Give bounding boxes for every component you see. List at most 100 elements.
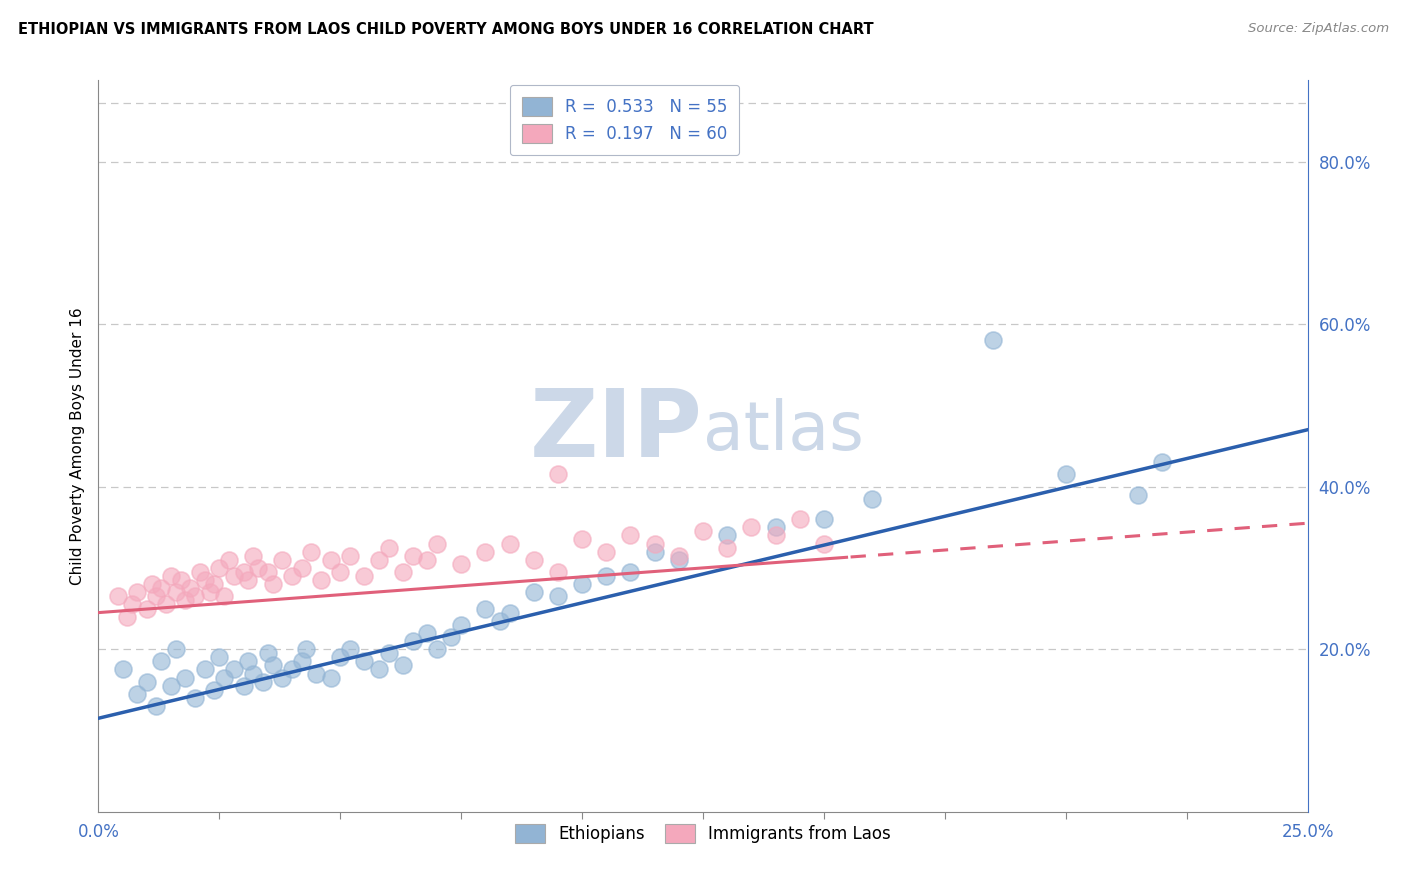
Text: Source: ZipAtlas.com: Source: ZipAtlas.com — [1249, 22, 1389, 36]
Point — [1054, 467, 1077, 482]
Point — [107, 590, 129, 604]
Point — [174, 593, 197, 607]
Point — [1152, 455, 1174, 469]
Point — [127, 585, 149, 599]
Point — [145, 699, 167, 714]
Point — [299, 544, 322, 558]
Point — [353, 569, 375, 583]
Point — [547, 467, 569, 482]
Point — [339, 642, 361, 657]
Point — [644, 544, 666, 558]
Point — [135, 601, 157, 615]
Point — [644, 536, 666, 550]
Point — [262, 658, 284, 673]
Point — [716, 528, 738, 542]
Point — [547, 565, 569, 579]
Point — [329, 565, 352, 579]
Point — [716, 541, 738, 555]
Point — [174, 671, 197, 685]
Point — [232, 565, 254, 579]
Point — [271, 553, 294, 567]
Point — [242, 549, 264, 563]
Point — [789, 512, 811, 526]
Point — [208, 650, 231, 665]
Point — [117, 609, 139, 624]
Point — [740, 520, 762, 534]
Point — [184, 590, 207, 604]
Y-axis label: Child Poverty Among Boys Under 16: Child Poverty Among Boys Under 16 — [69, 307, 84, 585]
Point — [121, 598, 143, 612]
Point — [595, 569, 617, 583]
Point — [489, 614, 512, 628]
Point — [212, 671, 235, 685]
Point — [150, 654, 173, 668]
Point — [813, 512, 835, 526]
Point — [252, 674, 274, 689]
Point — [204, 682, 226, 697]
Point — [204, 577, 226, 591]
Point — [198, 585, 221, 599]
Point — [145, 590, 167, 604]
Point — [319, 553, 342, 567]
Point — [416, 626, 439, 640]
Point — [368, 663, 391, 677]
Point — [692, 524, 714, 539]
Text: ZIP: ZIP — [530, 385, 703, 477]
Point — [619, 528, 641, 542]
Point — [765, 520, 787, 534]
Point — [179, 581, 201, 595]
Point — [523, 585, 546, 599]
Point — [668, 549, 690, 563]
Point — [222, 663, 245, 677]
Point — [188, 565, 211, 579]
Point — [290, 654, 312, 668]
Point — [238, 654, 260, 668]
Point — [141, 577, 163, 591]
Point — [247, 561, 270, 575]
Point — [212, 590, 235, 604]
Point — [498, 536, 520, 550]
Point — [450, 557, 472, 571]
Point — [232, 679, 254, 693]
Point — [281, 569, 304, 583]
Point — [222, 569, 245, 583]
Point — [194, 573, 217, 587]
Point — [377, 646, 399, 660]
Point — [377, 541, 399, 555]
Point — [619, 565, 641, 579]
Point — [392, 658, 415, 673]
Point — [281, 663, 304, 677]
Point — [238, 573, 260, 587]
Point — [339, 549, 361, 563]
Point — [169, 573, 191, 587]
Point — [416, 553, 439, 567]
Point — [474, 601, 496, 615]
Point — [765, 528, 787, 542]
Point — [440, 630, 463, 644]
Point — [450, 617, 472, 632]
Point — [523, 553, 546, 567]
Point — [402, 634, 425, 648]
Point — [165, 642, 187, 657]
Point — [160, 569, 183, 583]
Point — [571, 577, 593, 591]
Point — [184, 690, 207, 705]
Point — [165, 585, 187, 599]
Point — [860, 491, 883, 506]
Point — [305, 666, 328, 681]
Point — [813, 536, 835, 550]
Point — [1128, 488, 1150, 502]
Point — [256, 565, 278, 579]
Point — [271, 671, 294, 685]
Point — [160, 679, 183, 693]
Point — [256, 646, 278, 660]
Point — [353, 654, 375, 668]
Point — [242, 666, 264, 681]
Point — [218, 553, 240, 567]
Point — [155, 598, 177, 612]
Text: ETHIOPIAN VS IMMIGRANTS FROM LAOS CHILD POVERTY AMONG BOYS UNDER 16 CORRELATION : ETHIOPIAN VS IMMIGRANTS FROM LAOS CHILD … — [18, 22, 875, 37]
Legend: Ethiopians, Immigrants from Laos: Ethiopians, Immigrants from Laos — [503, 812, 903, 855]
Point — [135, 674, 157, 689]
Point — [668, 553, 690, 567]
Point — [474, 544, 496, 558]
